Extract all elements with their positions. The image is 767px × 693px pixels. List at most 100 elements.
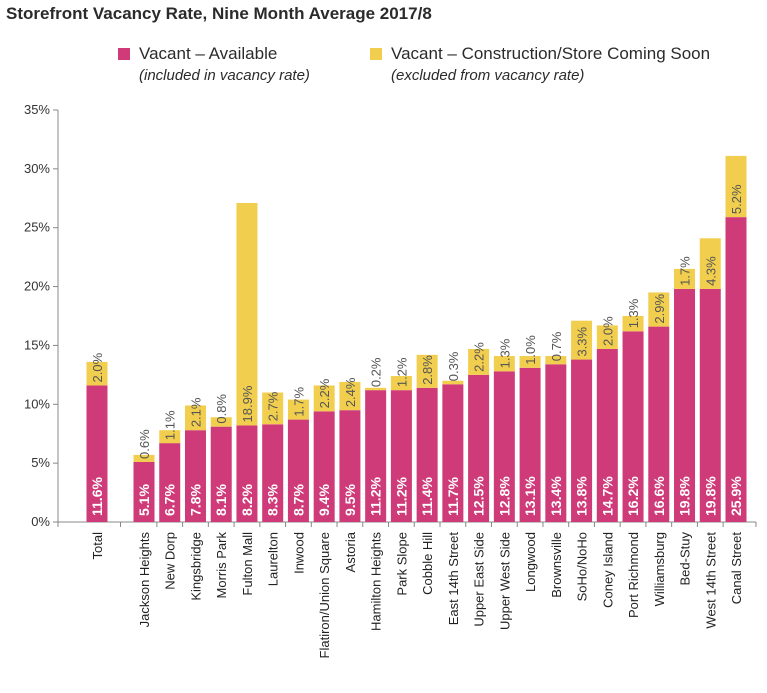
data-label-available: 8.7% — [290, 484, 306, 516]
data-label-available: 13.8% — [574, 476, 590, 516]
x-tick-label: Fulton Mall — [240, 532, 255, 596]
data-label-construction: 18.9% — [240, 385, 255, 422]
bar-construction — [210, 417, 232, 427]
legend-note-construction: (excluded from vacancy rate) — [391, 67, 585, 84]
data-label-available: 16.6% — [651, 476, 667, 516]
bar-available — [133, 461, 155, 522]
data-label-construction: 1.7% — [291, 387, 306, 417]
bar-available — [648, 326, 670, 522]
bar-construction — [571, 320, 593, 360]
data-label-construction: 0.6% — [137, 429, 152, 459]
x-tick-label: Williamsburg — [652, 532, 667, 606]
x-tick-label: Park Slope — [394, 532, 409, 596]
data-label-construction: 1.7% — [678, 256, 693, 286]
x-tick-label: Morris Park — [214, 532, 229, 599]
y-tick-label: 20% — [24, 279, 50, 294]
y-tick-label: 15% — [24, 337, 50, 352]
x-tick-label: Longwood — [523, 532, 538, 592]
data-label-construction: 2.9% — [652, 294, 667, 324]
bar-available — [442, 384, 464, 522]
y-tick-label: 5% — [31, 455, 50, 470]
bar-available — [545, 364, 567, 522]
data-label-available: 7.8% — [187, 484, 203, 516]
data-label-construction: 2.2% — [472, 342, 487, 372]
x-tick-label: Jackson Heights — [137, 532, 152, 628]
bar-construction — [416, 354, 438, 388]
bar-construction — [596, 325, 618, 349]
y-tick-label: 30% — [24, 161, 50, 176]
data-label-construction: 5.2% — [729, 184, 744, 214]
data-label-available: 19.8% — [702, 476, 718, 516]
data-label-construction: 2.0% — [600, 316, 615, 346]
data-label-available: 6.7% — [162, 484, 178, 516]
data-label-available: 8.1% — [213, 484, 229, 516]
bar-available — [159, 443, 181, 522]
bar-construction — [159, 430, 181, 444]
data-label-available: 8.2% — [239, 484, 255, 516]
data-label-available: 9.4% — [316, 484, 332, 516]
x-tick-label: Flatiron/Union Square — [317, 532, 332, 658]
bar-available — [468, 374, 490, 522]
bar-construction — [725, 155, 747, 218]
data-label-construction: 1.0% — [523, 335, 538, 365]
data-label-available: 12.8% — [496, 476, 512, 516]
x-tick-label: Total — [90, 532, 105, 560]
legend-swatch-construction — [370, 48, 382, 60]
bar-available — [262, 424, 284, 522]
legend-label-available: Vacant – Available — [139, 44, 278, 63]
y-tick-label: 25% — [24, 220, 50, 235]
data-label-construction: 1.3% — [497, 338, 512, 368]
data-label-construction: 0.2% — [369, 357, 384, 387]
data-label-available: 11.2% — [393, 477, 409, 516]
bar-available — [313, 411, 335, 522]
chart-title: Storefront Vacancy Rate, Nine Month Aver… — [6, 4, 432, 23]
bar-construction — [674, 268, 696, 289]
data-label-construction: 3.3% — [575, 326, 590, 356]
x-tick-label: Canal Street — [729, 532, 744, 605]
data-label-available: 13.1% — [522, 476, 538, 516]
y-tick-label: 10% — [24, 396, 50, 411]
data-label-construction: 2.7% — [266, 391, 281, 421]
x-tick-label: Astoria — [343, 531, 358, 572]
bar-construction — [365, 387, 387, 391]
legend-swatch-available — [118, 48, 130, 60]
data-label-construction: 2.4% — [343, 377, 358, 407]
data-label-construction: 4.3% — [703, 256, 718, 286]
data-label-available: 25.9% — [728, 476, 744, 516]
x-tick-label: Hamilton Heights — [369, 532, 384, 631]
data-label-construction: 2.2% — [317, 378, 332, 408]
bar-available — [674, 288, 696, 522]
x-tick-label: Laurelton — [266, 532, 281, 586]
bar-available — [493, 371, 515, 522]
bar-available — [210, 426, 232, 522]
data-label-available: 8.3% — [265, 484, 281, 516]
x-tick-label: Port Richmond — [626, 532, 641, 618]
data-label-available: 11.4% — [419, 477, 435, 516]
data-label-available: 19.8% — [677, 476, 693, 516]
data-label-available: 11.6% — [89, 477, 105, 516]
bar-available — [365, 390, 387, 522]
data-label-available: 5.1% — [136, 484, 152, 516]
bar-construction — [519, 356, 541, 368]
x-tick-label: West 14th Street — [703, 532, 718, 629]
bar-construction — [545, 356, 567, 365]
bar-available — [571, 359, 593, 522]
data-label-construction: 0.7% — [549, 331, 564, 361]
bar-construction — [622, 316, 644, 332]
bar-construction — [287, 399, 309, 420]
y-tick-label: 0% — [31, 514, 50, 529]
bar-construction — [468, 348, 490, 375]
x-tick-label: East 14th Street — [446, 532, 461, 626]
bar-construction — [86, 361, 108, 386]
bar-construction — [236, 202, 258, 426]
x-tick-label: Coney Island — [600, 532, 615, 608]
bar-available — [184, 430, 206, 522]
bar-construction — [648, 292, 670, 327]
data-label-construction: 1.3% — [626, 298, 641, 328]
bar-available — [287, 419, 309, 522]
bar-available — [390, 390, 412, 522]
x-tick-label: New Dorp — [163, 532, 178, 590]
data-label-construction: 0.3% — [446, 351, 461, 381]
bar-available — [622, 331, 644, 522]
x-tick-label: Bed-Stuy — [678, 532, 693, 586]
